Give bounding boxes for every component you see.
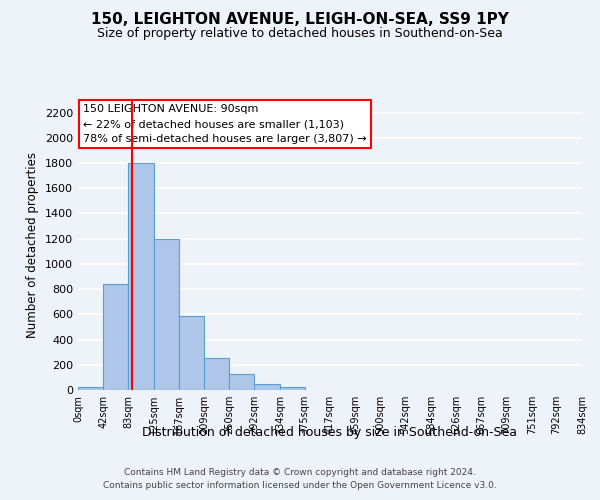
Bar [179,316,205,390]
Bar [205,358,229,390]
Bar [154,238,179,390]
Text: Distribution of detached houses by size in Southend-on-Sea: Distribution of detached houses by size … [143,426,517,439]
Y-axis label: Number of detached properties: Number of detached properties [26,152,40,338]
Text: Contains HM Land Registry data © Crown copyright and database right 2024.: Contains HM Land Registry data © Crown c… [124,468,476,477]
Bar [128,163,154,390]
Bar [280,387,305,390]
Text: 150 LEIGHTON AVENUE: 90sqm
← 22% of detached houses are smaller (1,103)
78% of s: 150 LEIGHTON AVENUE: 90sqm ← 22% of deta… [83,104,367,144]
Bar [229,374,254,390]
Bar [103,284,128,390]
Bar [254,384,280,390]
Text: Size of property relative to detached houses in Southend-on-Sea: Size of property relative to detached ho… [97,28,503,40]
Text: 150, LEIGHTON AVENUE, LEIGH-ON-SEA, SS9 1PY: 150, LEIGHTON AVENUE, LEIGH-ON-SEA, SS9 … [91,12,509,28]
Bar [78,387,103,390]
Text: Contains public sector information licensed under the Open Government Licence v3: Contains public sector information licen… [103,480,497,490]
